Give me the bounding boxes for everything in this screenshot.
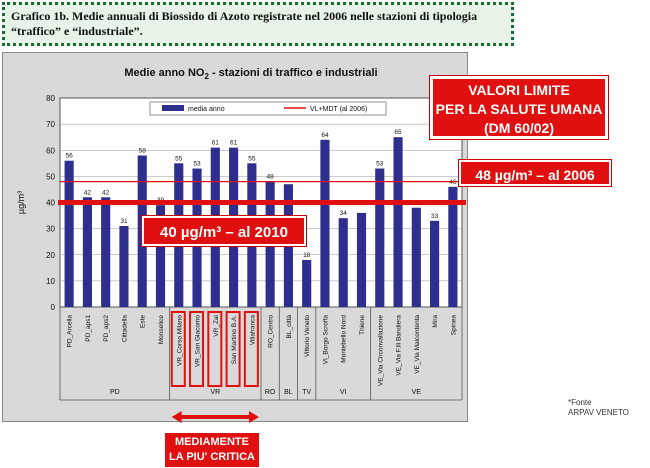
group-label: VR	[210, 389, 220, 396]
bar-value-label: 53	[376, 161, 384, 168]
category-label: Cittadella	[121, 315, 128, 342]
y-axis-label: µg/m³	[16, 191, 26, 214]
category-label: PD_aps2	[103, 315, 110, 342]
group-label: PD	[110, 389, 120, 396]
highlight-box	[170, 311, 186, 387]
bar	[430, 220, 440, 307]
bar-value-label: 55	[175, 155, 183, 162]
bar-value-label: 58	[139, 147, 147, 154]
chart-title: Medie anno NO2 - stazioni di traffico e …	[124, 67, 377, 81]
legend-label-vl: VL+MDT (al 2006)	[310, 106, 367, 113]
limit-values-box: VALORI LIMITE PER LA SALUTE UMANA (DM 60…	[430, 76, 608, 139]
limit-2010-label: 40 µg/m³ – al 2010	[142, 216, 306, 246]
category-label: Este	[140, 315, 147, 328]
bar-value-label: 61	[212, 140, 220, 147]
y-tick-label: 80	[46, 94, 55, 103]
bar-value-label: 18	[303, 252, 311, 259]
category-label: VR_Zai	[213, 315, 220, 337]
group-label: TV	[302, 389, 311, 396]
y-tick-label: 40	[46, 199, 55, 208]
category-label: Villafranca	[249, 315, 256, 346]
category-label: Monselice	[158, 315, 165, 345]
group-label: VI	[340, 389, 347, 396]
category-label: Mira	[432, 315, 439, 328]
source-note: *Fonte ARPAV VENETO	[568, 398, 650, 418]
category-label: VE_Via F.lli Bandiera	[396, 315, 403, 376]
y-tick-label: 70	[46, 120, 55, 129]
category-label: VE_Via Circonvallazione	[377, 315, 384, 386]
vr-arrow-left-head	[171, 411, 182, 423]
vr-arrow-right-head	[249, 411, 259, 423]
limit-title-line-3: (DM 60/02)	[483, 120, 555, 136]
bar	[411, 207, 421, 307]
y-tick-label: 20	[46, 251, 55, 260]
caption-text: Grafico 1b. Medie annuali di Biossido di…	[11, 9, 478, 38]
bar-value-label: 56	[66, 153, 74, 160]
limit-title-line-1: VALORI LIMITE	[468, 82, 570, 98]
bar-value-label: 65	[394, 129, 402, 136]
bar	[101, 197, 111, 307]
group-label: RO	[265, 389, 276, 396]
source-line-1: *Fonte	[568, 398, 592, 407]
bar	[82, 197, 92, 307]
category-label: San Martino B.A.	[231, 315, 238, 364]
critica-line-2: LA PIU' CRITICA	[169, 451, 255, 463]
category-label: Spinea	[450, 315, 457, 336]
caption-box: Grafico 1b. Medie annuali di Biossido di…	[2, 2, 514, 46]
category-label: RO_Centro	[268, 315, 275, 348]
bar	[320, 139, 330, 307]
bar	[448, 186, 458, 307]
legend-swatch-media	[162, 105, 184, 111]
category-label: Montebello Nord	[341, 315, 348, 363]
legend-box	[149, 101, 387, 116]
bar-value-label: 53	[193, 161, 201, 168]
bar-value-label: 46	[449, 179, 457, 186]
bar	[356, 212, 367, 307]
y-tick-label: 50	[46, 172, 55, 181]
highlight-box	[225, 311, 241, 387]
highlight-box	[207, 311, 223, 387]
y-tick-label: 30	[46, 225, 55, 234]
bar-value-label: 33	[431, 213, 439, 220]
y-tick-label: 0	[51, 303, 56, 312]
source-line-2: ARPAV VENETO	[568, 408, 629, 417]
category-label: VR_Corso Milano	[176, 315, 183, 366]
group-label: VE	[412, 389, 422, 396]
bar	[375, 168, 385, 307]
bar-value-label: 42	[102, 189, 110, 196]
bar	[393, 137, 403, 307]
category-label: VI_Borgo Scroffa	[322, 315, 329, 365]
category-label: VR_San Giacomo	[195, 315, 202, 367]
bar	[302, 259, 312, 307]
category-label: BL_città	[286, 315, 293, 339]
limit-2006-label: 48 µg/m³ – al 2006	[459, 160, 611, 186]
bar-value-label: 61	[230, 140, 238, 147]
bar	[64, 160, 74, 307]
bar-value-label: 31	[120, 218, 128, 225]
limit-title-line-2: PER LA SALUTE UMANA	[435, 101, 603, 117]
group-label: BL	[284, 389, 293, 396]
category-label: Thiene	[359, 315, 366, 335]
bar	[155, 205, 166, 307]
bar	[338, 218, 348, 307]
critica-line-1: MEDIAMENTE	[175, 436, 249, 448]
category-label: PD_Arcella	[67, 315, 74, 348]
bar-value-label: 34	[340, 210, 348, 217]
category-label: PD_aps1	[85, 315, 92, 342]
y-tick-label: 60	[46, 146, 55, 155]
bar	[119, 226, 129, 307]
bar-value-label: 48	[267, 174, 275, 181]
bar-value-label: 55	[248, 155, 256, 162]
bar-value-label: 42	[84, 189, 92, 196]
category-label: Vittorio Veneto	[304, 315, 311, 358]
y-tick-label: 10	[46, 277, 55, 286]
bar-value-label: 64	[321, 132, 329, 139]
highlight-box	[189, 311, 205, 387]
highlight-box	[243, 311, 259, 387]
most-critical-box: MEDIAMENTE LA PIU' CRITICA	[165, 433, 259, 467]
legend-label-media: media anno	[188, 106, 225, 113]
category-label: VE_Via Malcontenta	[414, 315, 421, 374]
